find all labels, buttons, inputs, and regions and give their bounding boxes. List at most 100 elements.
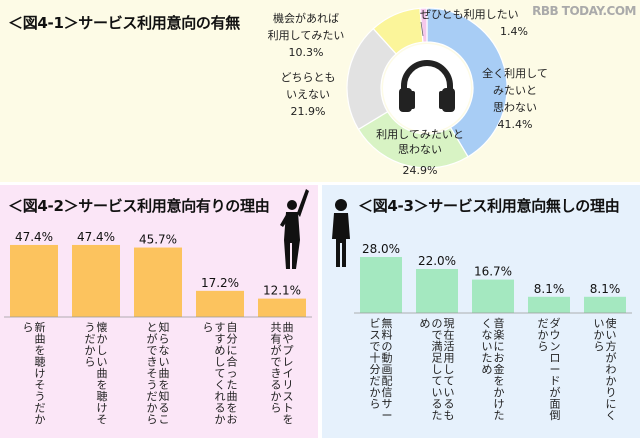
svg-text:懐: 懐 — [97, 320, 108, 334]
svg-text:そ: そ — [35, 379, 46, 392]
bar-no-title: ＜図4-3＞サービス利用意向無しの理由 — [358, 197, 620, 215]
svg-text:か: か — [85, 344, 96, 357]
bar-value-1: 22.0% — [418, 254, 456, 268]
bar-2 — [134, 247, 182, 317]
svg-text:お: お — [494, 352, 505, 365]
svg-text:分: 分 — [227, 333, 238, 346]
svg-text:で: で — [432, 329, 443, 342]
svg-text:ス: ス — [370, 329, 381, 342]
svg-text:か: か — [494, 386, 505, 399]
svg-text:イ: イ — [283, 367, 294, 380]
svg-text:有: 有 — [271, 332, 282, 346]
bar-1 — [72, 244, 120, 317]
svg-text:プ: プ — [283, 344, 294, 357]
bar-value-4: 12.1% — [263, 284, 301, 298]
bar-yes-title: ＜図4-2＞サービス利用意向有りの理由 — [8, 197, 270, 215]
svg-text:た: た — [227, 379, 238, 392]
svg-text:信: 信 — [382, 386, 393, 399]
pie-label-3: 機会があれば — [273, 11, 339, 25]
pie-value-1: 24.9% — [403, 164, 438, 177]
svg-text:十: 十 — [370, 351, 381, 365]
svg-text:い: い — [432, 386, 443, 399]
svg-text:し: し — [97, 344, 108, 357]
svg-text:そ: そ — [97, 413, 108, 426]
svg-text:め: め — [482, 363, 493, 376]
headphones-icon — [399, 60, 455, 112]
svg-text:ト: ト — [283, 402, 294, 415]
svg-text:曲: 曲 — [159, 367, 170, 380]
svg-text:か: か — [35, 413, 46, 426]
svg-text:う: う — [35, 390, 46, 403]
svg-text:わ: わ — [606, 363, 617, 376]
svg-text:ビ: ビ — [370, 317, 381, 330]
svg-text:か: か — [606, 375, 617, 388]
svg-text:の: の — [432, 317, 443, 330]
svg-text:た: た — [482, 352, 493, 365]
svg-text:や: や — [283, 333, 294, 346]
watermark: RBB TODAY.COM — [532, 4, 636, 18]
svg-text:分: 分 — [370, 363, 381, 376]
svg-text:る: る — [159, 402, 170, 415]
svg-text:か: か — [594, 329, 605, 342]
svg-text:が: が — [550, 385, 561, 399]
svg-text:く: く — [482, 317, 493, 330]
svg-text:合: 合 — [227, 355, 238, 369]
pie-panel: ＜図4-1＞サービス利用意向の有無 RBB TODAY.COM 全く利用して みた… — [0, 0, 640, 182]
svg-text:い: い — [606, 329, 617, 342]
svg-text:ら: ら — [147, 413, 158, 426]
svg-text:た: た — [494, 409, 505, 422]
svg-text:し: し — [444, 363, 455, 376]
svg-text:だ: だ — [85, 333, 96, 346]
svg-text:め: め — [215, 344, 226, 357]
svg-text:共: 共 — [271, 321, 282, 334]
bar-value-0: 28.0% — [362, 242, 400, 256]
svg-text:け: け — [35, 367, 46, 380]
svg-text:ド: ド — [550, 375, 561, 388]
bar-panel-no: ＜図4-3＞サービス利用意向無しの理由 28.0% 無料の動画配信サービスで十分だ… — [322, 185, 640, 438]
svg-text:面: 面 — [550, 398, 561, 411]
svg-text:を: を — [227, 402, 238, 415]
bar-4 — [584, 296, 626, 313]
pie-label-2: いえない — [286, 88, 330, 101]
pie-label-1: 思わない — [398, 143, 442, 156]
bar-3 — [528, 296, 570, 313]
svg-text:曲: 曲 — [227, 390, 238, 403]
svg-text:な: な — [482, 329, 493, 342]
svg-text:す: す — [215, 333, 226, 346]
bar-0 — [10, 244, 58, 317]
svg-text:う: う — [147, 379, 158, 392]
svg-text:ダ: ダ — [550, 316, 561, 330]
bar-0 — [360, 257, 402, 313]
svg-text:け: け — [494, 398, 505, 411]
svg-text:楽: 楽 — [494, 329, 505, 342]
svg-text:在: 在 — [444, 329, 455, 342]
svg-text:き: き — [147, 356, 158, 369]
svg-text:ら: ら — [23, 321, 34, 334]
svg-text:曲: 曲 — [35, 333, 46, 346]
svg-text:で: で — [370, 340, 381, 353]
svg-text:リ: リ — [283, 379, 294, 392]
pie-slice-4 — [419, 7, 428, 43]
standing-person-icon — [332, 199, 350, 267]
svg-text:が: が — [147, 332, 158, 346]
cheering-person-icon — [280, 189, 309, 269]
bar-3 — [196, 290, 244, 317]
svg-text:聴: 聴 — [35, 356, 46, 369]
bar-value-2: 16.7% — [474, 265, 512, 279]
svg-text:だ: だ — [147, 390, 158, 403]
bar-value-3: 17.2% — [201, 276, 239, 290]
svg-text:音: 音 — [494, 316, 505, 330]
pie-value-2: 21.9% — [291, 105, 326, 118]
svg-text:に: に — [494, 340, 505, 353]
svg-text:い: い — [482, 340, 493, 353]
bar-4 — [258, 298, 306, 317]
svg-text:に: に — [227, 344, 238, 357]
svg-text:い: い — [594, 317, 605, 330]
